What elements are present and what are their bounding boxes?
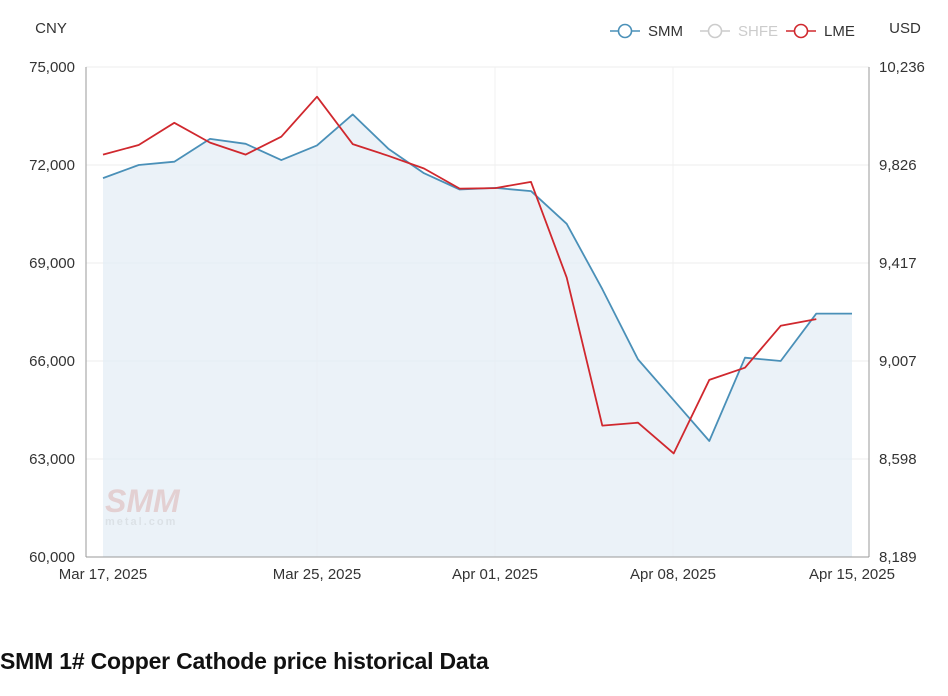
x-tick-label: Apr 01, 2025	[452, 566, 538, 583]
y-left-tick-label: 72,000	[29, 157, 75, 174]
y-right-tick-label: 10,236	[879, 59, 925, 76]
legend[interactable]: SMM SHFE LME	[610, 23, 855, 40]
y-left-axis-label: CNY	[35, 20, 67, 37]
series-line-lme	[102, 95, 817, 455]
price-chart: 75,000 72,000 69,000 66,000 63,000 60,000 10,2…	[29, 20, 925, 583]
y-right-tick-label: 8,189	[879, 549, 917, 566]
x-tick-label: Apr 08, 2025	[630, 566, 716, 583]
y-left-tick-label: 75,000	[29, 59, 75, 76]
legend-label: LME	[824, 23, 855, 40]
legend-marker	[617, 23, 633, 39]
y-right-tick-label: 9,417	[879, 255, 917, 272]
y-right-tick-label: 8,598	[879, 451, 917, 468]
legend-marker	[793, 23, 809, 39]
legend-label: SHFE	[738, 23, 778, 40]
y-left-tick-label: 63,000	[29, 451, 75, 468]
series-lines	[102, 95, 852, 455]
watermark-logo: SMM metal.com	[105, 483, 180, 528]
x-tick-label: Mar 25, 2025	[273, 566, 361, 583]
legend-item-smm[interactable]: SMM	[610, 23, 683, 40]
smm-area	[103, 114, 852, 558]
y-right-tick-label: 9,826	[879, 157, 917, 174]
x-tick-label: Mar 17, 2025	[59, 566, 147, 583]
legend-label: SMM	[648, 23, 683, 40]
legend-item-shfe[interactable]: SHFE	[700, 23, 778, 40]
x-tick-label: Apr 15, 2025	[809, 566, 895, 583]
y-right-axis-label: USD	[889, 20, 921, 37]
y-left-tick-label: 69,000	[29, 255, 75, 272]
page-title: SMM 1# Copper Cathode price historical D…	[0, 648, 489, 674]
axes: 75,000 72,000 69,000 66,000 63,000 60,000 10,2…	[29, 20, 925, 583]
legend-marker	[707, 23, 723, 39]
smm-area-fill	[103, 114, 852, 558]
legend-item-lme[interactable]: LME	[786, 23, 855, 40]
y-right-tick-label: 9,007	[879, 353, 917, 370]
y-left-tick-label: 60,000	[29, 549, 75, 566]
y-left-tick-label: 66,000	[29, 353, 75, 370]
